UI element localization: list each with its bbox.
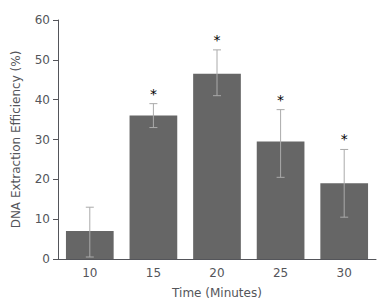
svg-text:15: 15 [146, 266, 161, 280]
svg-text:30: 30 [35, 133, 50, 147]
svg-text:*: * [277, 92, 284, 108]
svg-text:20: 20 [209, 266, 224, 280]
svg-text:0: 0 [42, 252, 50, 266]
svg-text:10: 10 [35, 212, 50, 226]
svg-text:40: 40 [35, 93, 50, 107]
svg-text:DNA Extraction Efficiency (%): DNA Extraction Efficiency (%) [9, 51, 23, 229]
svg-text:Time (Minutes): Time (Minutes) [171, 286, 262, 300]
svg-text:30: 30 [337, 266, 352, 280]
svg-text:50: 50 [35, 53, 50, 67]
svg-text:*: * [341, 131, 348, 147]
svg-text:10: 10 [82, 266, 97, 280]
svg-text:*: * [150, 86, 157, 102]
svg-text:*: * [214, 32, 221, 48]
svg-text:25: 25 [273, 266, 288, 280]
svg-text:20: 20 [35, 172, 50, 186]
svg-text:60: 60 [35, 13, 50, 27]
